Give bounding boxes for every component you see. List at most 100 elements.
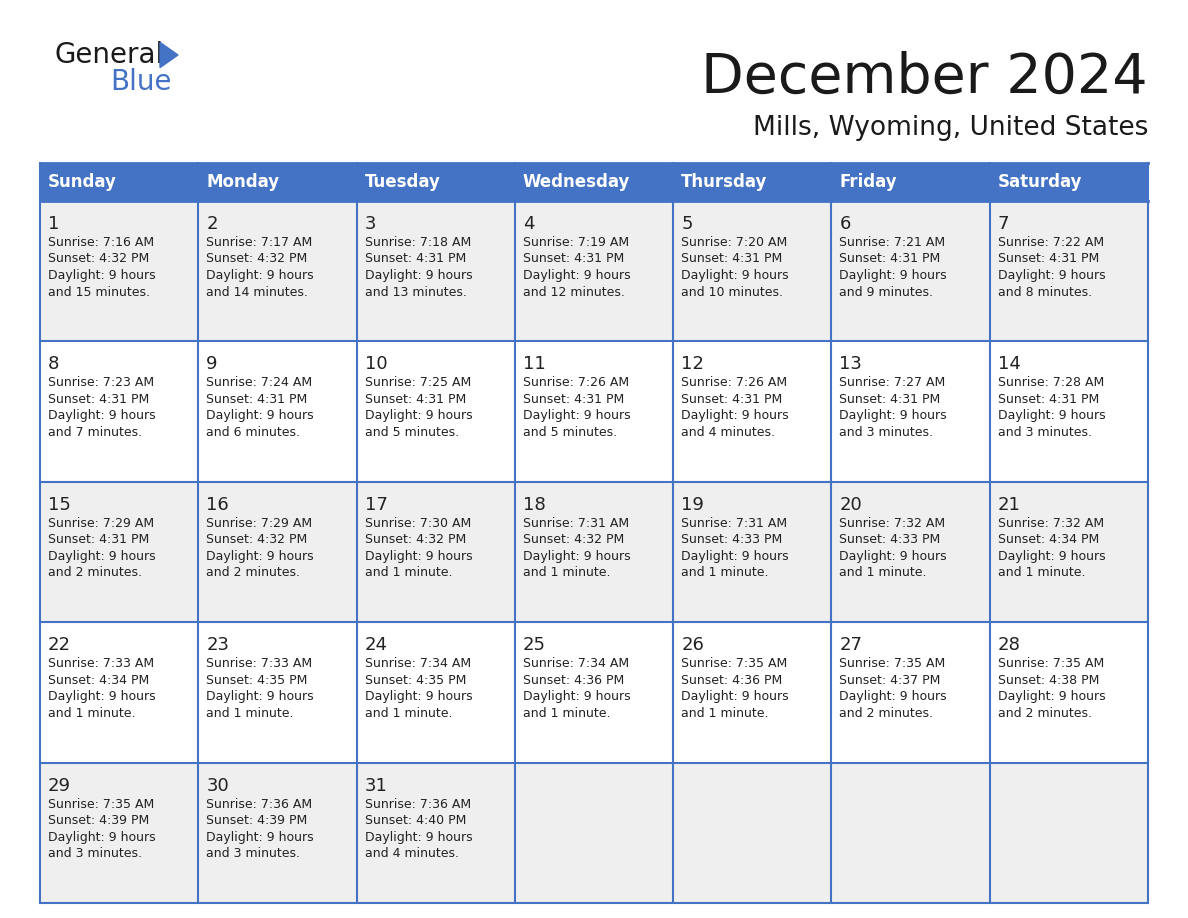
Text: Sunday: Sunday	[48, 173, 116, 191]
Text: and 4 minutes.: and 4 minutes.	[365, 847, 459, 860]
Text: Sunset: 4:34 PM: Sunset: 4:34 PM	[48, 674, 150, 687]
Text: Sunrise: 7:17 AM: Sunrise: 7:17 AM	[207, 236, 312, 249]
Text: and 13 minutes.: and 13 minutes.	[365, 285, 467, 298]
Text: Sunrise: 7:36 AM: Sunrise: 7:36 AM	[207, 798, 312, 811]
Text: Sunset: 4:35 PM: Sunset: 4:35 PM	[207, 674, 308, 687]
Text: Sunset: 4:39 PM: Sunset: 4:39 PM	[207, 814, 308, 827]
Text: Daylight: 9 hours: Daylight: 9 hours	[365, 690, 472, 703]
Text: Sunrise: 7:34 AM: Sunrise: 7:34 AM	[523, 657, 628, 670]
Text: and 6 minutes.: and 6 minutes.	[207, 426, 301, 439]
Text: 24: 24	[365, 636, 387, 655]
Text: Sunset: 4:31 PM: Sunset: 4:31 PM	[998, 393, 1099, 406]
Text: Sunset: 4:33 PM: Sunset: 4:33 PM	[681, 533, 783, 546]
Text: Sunrise: 7:32 AM: Sunrise: 7:32 AM	[998, 517, 1104, 530]
Text: Sunrise: 7:20 AM: Sunrise: 7:20 AM	[681, 236, 788, 249]
Text: 11: 11	[523, 355, 545, 374]
Text: 23: 23	[207, 636, 229, 655]
Text: Sunrise: 7:25 AM: Sunrise: 7:25 AM	[365, 376, 470, 389]
Text: 27: 27	[840, 636, 862, 655]
Text: Sunrise: 7:31 AM: Sunrise: 7:31 AM	[523, 517, 628, 530]
Text: Daylight: 9 hours: Daylight: 9 hours	[48, 550, 156, 563]
Text: Daylight: 9 hours: Daylight: 9 hours	[523, 409, 631, 422]
Text: 20: 20	[840, 496, 862, 514]
Text: Daylight: 9 hours: Daylight: 9 hours	[207, 409, 314, 422]
Text: Daylight: 9 hours: Daylight: 9 hours	[840, 690, 947, 703]
Text: Daylight: 9 hours: Daylight: 9 hours	[48, 269, 156, 282]
Text: Sunrise: 7:23 AM: Sunrise: 7:23 AM	[48, 376, 154, 389]
Text: Sunset: 4:31 PM: Sunset: 4:31 PM	[840, 252, 941, 265]
Text: and 2 minutes.: and 2 minutes.	[207, 566, 301, 579]
Text: Sunset: 4:36 PM: Sunset: 4:36 PM	[523, 674, 624, 687]
Text: Sunset: 4:31 PM: Sunset: 4:31 PM	[365, 393, 466, 406]
Text: Sunrise: 7:21 AM: Sunrise: 7:21 AM	[840, 236, 946, 249]
Text: Sunset: 4:32 PM: Sunset: 4:32 PM	[207, 533, 308, 546]
Text: Sunset: 4:31 PM: Sunset: 4:31 PM	[48, 393, 150, 406]
Text: and 1 minute.: and 1 minute.	[523, 566, 611, 579]
Text: and 12 minutes.: and 12 minutes.	[523, 285, 625, 298]
Text: Sunrise: 7:16 AM: Sunrise: 7:16 AM	[48, 236, 154, 249]
Text: 8: 8	[48, 355, 59, 374]
Text: Sunset: 4:40 PM: Sunset: 4:40 PM	[365, 814, 466, 827]
Text: Tuesday: Tuesday	[365, 173, 441, 191]
Text: Daylight: 9 hours: Daylight: 9 hours	[48, 690, 156, 703]
Text: Wednesday: Wednesday	[523, 173, 630, 191]
Text: Sunrise: 7:32 AM: Sunrise: 7:32 AM	[840, 517, 946, 530]
Text: and 1 minute.: and 1 minute.	[365, 566, 453, 579]
Text: 3: 3	[365, 215, 377, 233]
Text: Sunrise: 7:28 AM: Sunrise: 7:28 AM	[998, 376, 1104, 389]
Text: Sunset: 4:39 PM: Sunset: 4:39 PM	[48, 814, 150, 827]
Text: and 5 minutes.: and 5 minutes.	[365, 426, 459, 439]
Text: Sunset: 4:31 PM: Sunset: 4:31 PM	[207, 393, 308, 406]
Bar	[674, 163, 832, 201]
Text: Sunset: 4:37 PM: Sunset: 4:37 PM	[840, 674, 941, 687]
Bar	[514, 163, 674, 201]
Text: 14: 14	[998, 355, 1020, 374]
Text: Daylight: 9 hours: Daylight: 9 hours	[840, 409, 947, 422]
Text: 4: 4	[523, 215, 535, 233]
Text: Sunrise: 7:35 AM: Sunrise: 7:35 AM	[998, 657, 1104, 670]
Text: 17: 17	[365, 496, 387, 514]
Text: Sunrise: 7:35 AM: Sunrise: 7:35 AM	[48, 798, 154, 811]
Text: Daylight: 9 hours: Daylight: 9 hours	[681, 409, 789, 422]
Text: and 10 minutes.: and 10 minutes.	[681, 285, 783, 298]
Text: and 15 minutes.: and 15 minutes.	[48, 285, 150, 298]
Text: and 1 minute.: and 1 minute.	[840, 566, 927, 579]
Text: and 2 minutes.: and 2 minutes.	[48, 566, 143, 579]
Text: 7: 7	[998, 215, 1010, 233]
Text: Sunrise: 7:26 AM: Sunrise: 7:26 AM	[681, 376, 788, 389]
Text: 18: 18	[523, 496, 545, 514]
Text: 16: 16	[207, 496, 229, 514]
Text: and 14 minutes.: and 14 minutes.	[207, 285, 308, 298]
Text: and 1 minute.: and 1 minute.	[523, 707, 611, 720]
Text: 1: 1	[48, 215, 59, 233]
Text: Daylight: 9 hours: Daylight: 9 hours	[365, 831, 472, 844]
Bar	[832, 163, 990, 201]
Text: Daylight: 9 hours: Daylight: 9 hours	[207, 269, 314, 282]
Text: 31: 31	[365, 777, 387, 795]
Text: Daylight: 9 hours: Daylight: 9 hours	[48, 831, 156, 844]
Text: 26: 26	[681, 636, 704, 655]
Text: Sunset: 4:32 PM: Sunset: 4:32 PM	[207, 252, 308, 265]
Polygon shape	[160, 42, 178, 68]
Text: and 3 minutes.: and 3 minutes.	[48, 847, 143, 860]
Text: 12: 12	[681, 355, 704, 374]
Bar	[356, 163, 514, 201]
Text: General: General	[55, 41, 164, 69]
Bar	[40, 341, 1148, 482]
Text: Sunrise: 7:33 AM: Sunrise: 7:33 AM	[48, 657, 154, 670]
Text: Sunrise: 7:30 AM: Sunrise: 7:30 AM	[365, 517, 470, 530]
Text: and 3 minutes.: and 3 minutes.	[998, 426, 1092, 439]
Text: Sunset: 4:31 PM: Sunset: 4:31 PM	[523, 393, 624, 406]
Text: and 7 minutes.: and 7 minutes.	[48, 426, 143, 439]
Text: and 1 minute.: and 1 minute.	[681, 566, 769, 579]
Text: and 1 minute.: and 1 minute.	[681, 707, 769, 720]
Text: 10: 10	[365, 355, 387, 374]
Text: 29: 29	[48, 777, 71, 795]
Text: Sunrise: 7:18 AM: Sunrise: 7:18 AM	[365, 236, 470, 249]
Text: Daylight: 9 hours: Daylight: 9 hours	[207, 690, 314, 703]
Text: Daylight: 9 hours: Daylight: 9 hours	[998, 690, 1105, 703]
Text: Mills, Wyoming, United States: Mills, Wyoming, United States	[753, 115, 1148, 141]
Bar	[198, 163, 356, 201]
Text: Monday: Monday	[207, 173, 279, 191]
Text: 5: 5	[681, 215, 693, 233]
